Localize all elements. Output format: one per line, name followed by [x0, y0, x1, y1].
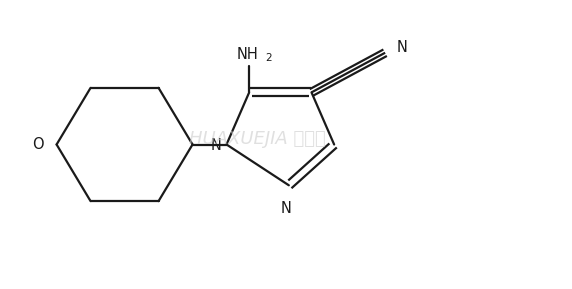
Text: N: N	[396, 40, 407, 55]
Text: N: N	[211, 138, 222, 153]
Text: O: O	[33, 137, 44, 152]
Text: NH: NH	[237, 47, 259, 62]
Text: 2: 2	[265, 53, 272, 64]
Text: N: N	[280, 201, 292, 216]
Text: HUAXUEJIA 化学加: HUAXUEJIA 化学加	[189, 130, 326, 148]
